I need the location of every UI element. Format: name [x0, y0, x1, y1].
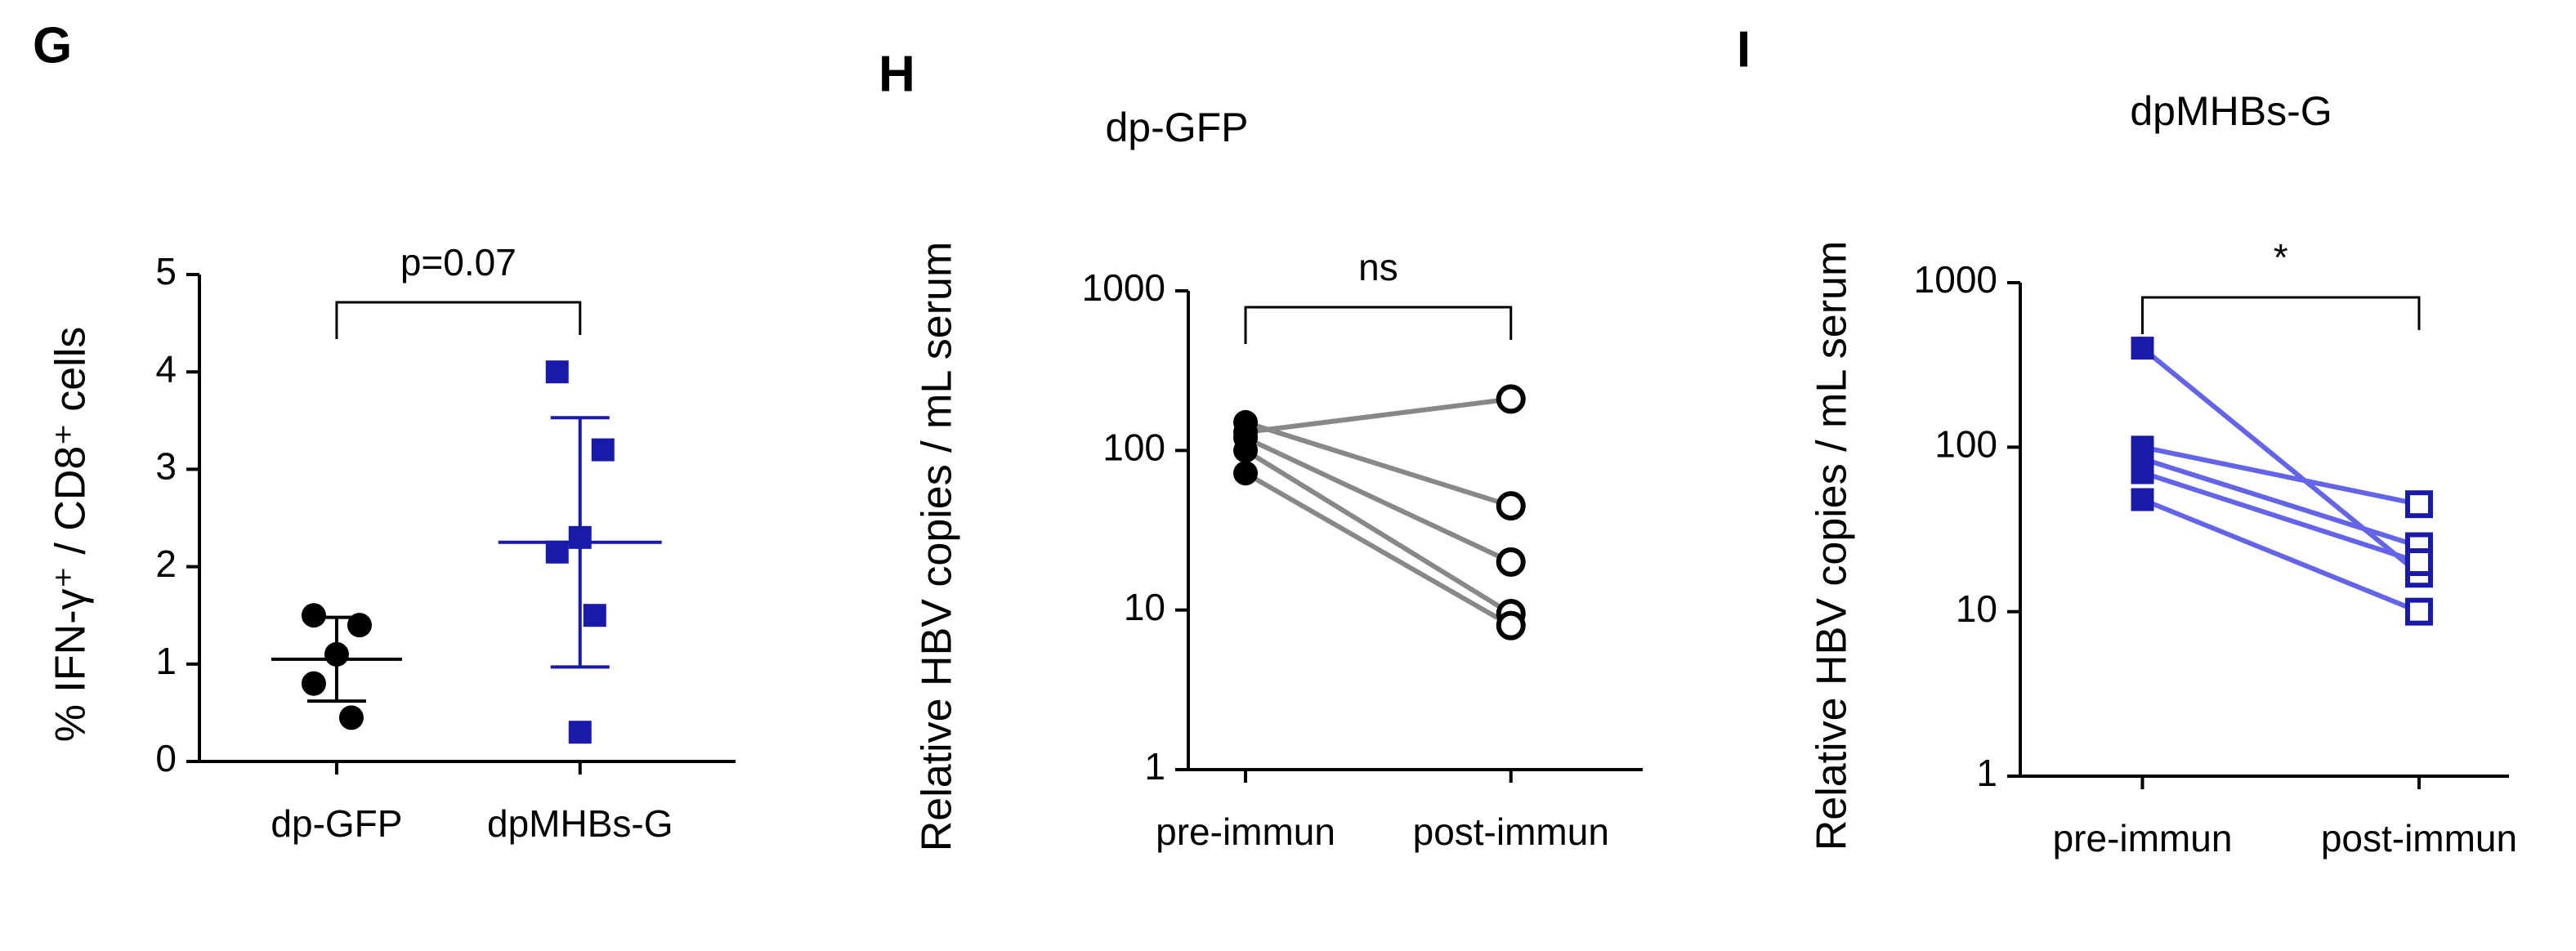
y-tick-label: 1000 [1914, 258, 1997, 301]
data-point [1233, 438, 1259, 463]
x-tick-label: post-immun [1413, 810, 1609, 853]
panel-label: I [1737, 21, 1751, 78]
data-point [1496, 547, 1526, 577]
panel-label: H [879, 46, 915, 102]
paired-line [1244, 448, 1513, 616]
data-point [1496, 491, 1526, 521]
y-tick-label: 5 [155, 250, 177, 292]
data-point [545, 540, 569, 564]
data-point [324, 641, 349, 667]
y-tick-label: 1000 [1082, 266, 1165, 309]
data-point [568, 525, 592, 549]
significance-bracket [2141, 296, 2421, 334]
data-point [2131, 461, 2154, 484]
data-point [1496, 384, 1526, 414]
y-tick-label: 10 [1956, 587, 1997, 630]
y-tick-label: 2 [155, 542, 177, 585]
x-tick-label: dp-GFP [271, 802, 402, 845]
data-point [301, 671, 326, 696]
significance-bracket [1244, 306, 1513, 344]
data-point [591, 438, 615, 462]
paired-line [2141, 470, 2420, 565]
y-tick-label: 0 [155, 737, 177, 779]
paired-line [1244, 471, 1513, 628]
data-point [545, 360, 569, 384]
data-point [338, 705, 364, 730]
significance-bracket [335, 301, 582, 339]
data-point [2404, 548, 2433, 577]
paired-line [2141, 497, 2421, 614]
y-axis-label: % IFN-γ⁺ / CD8⁺ cells [47, 327, 95, 743]
paired-line [2141, 456, 2420, 549]
data-point [2131, 488, 2154, 511]
annotation: p=0.07 [400, 241, 517, 284]
y-tick-label: 1 [155, 640, 177, 682]
y-tick-label: 100 [1102, 426, 1165, 468]
paired-line [1245, 420, 1512, 508]
paired-line [2141, 444, 2420, 507]
panel-label: G [33, 17, 72, 74]
data-point [568, 721, 592, 744]
x-tick-label: pre-immun [1156, 810, 1335, 853]
annotation: * [2274, 236, 2288, 279]
paired-line [1245, 396, 1512, 435]
y-tick-label: 3 [155, 445, 177, 488]
data-point [2131, 337, 2154, 360]
x-tick-label: dpMHBs-G [487, 802, 673, 845]
data-point [301, 603, 326, 628]
y-tick-label: 100 [1934, 422, 1997, 465]
chart-title: dpMHBs-G [2130, 88, 2332, 134]
data-point [1233, 461, 1259, 486]
annotation: ns [1358, 246, 1398, 288]
data-point [2404, 597, 2433, 626]
paired-line [2140, 346, 2421, 576]
y-axis-label: Relative HBV copies / mL serum [914, 242, 961, 852]
y-axis-label: Relative HBV copies / mL serum [1809, 241, 1856, 851]
y-tick-label: 10 [1124, 586, 1165, 628]
paired-line [1244, 435, 1513, 565]
y-tick-label: 4 [155, 347, 177, 390]
chart-title: dp-GFP [1105, 105, 1248, 150]
data-point [347, 613, 372, 638]
x-tick-label: post-immun [2321, 817, 2517, 859]
x-tick-label: pre-immun [2053, 817, 2233, 859]
data-point [583, 604, 606, 627]
y-tick-label: 1 [1976, 752, 1997, 794]
data-point [2404, 490, 2433, 519]
data-point [1496, 610, 1526, 641]
y-tick-label: 1 [1144, 745, 1165, 788]
